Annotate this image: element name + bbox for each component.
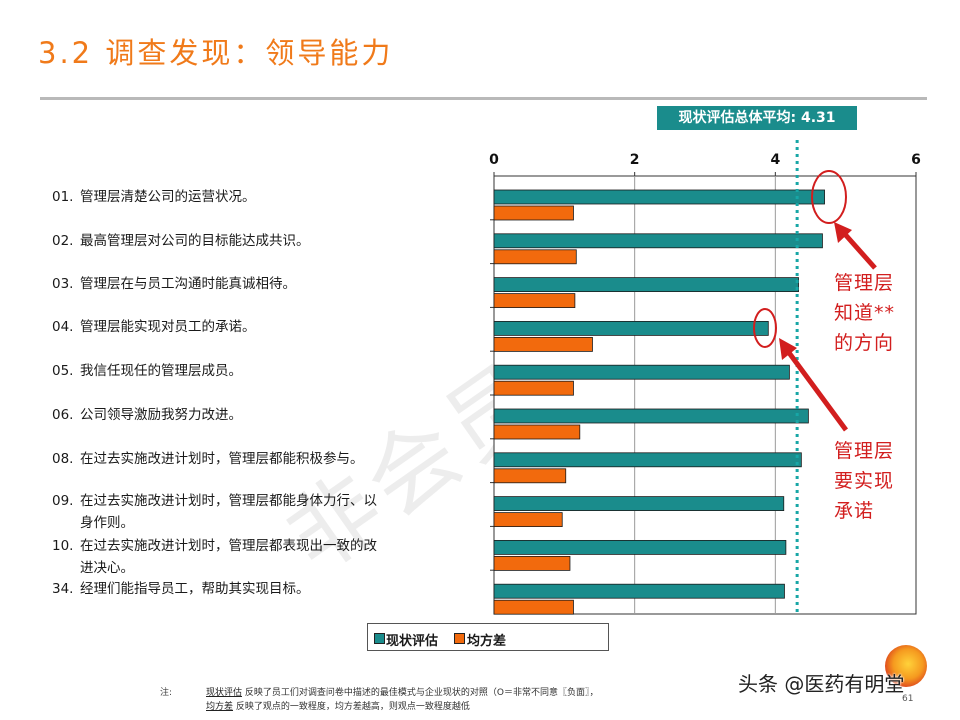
footnote-line: 均方差 反映了观点的一致程度，均方差越高，则观点一致程度越低	[206, 702, 470, 712]
arrow-lower	[784, 348, 849, 432]
bar-current	[493, 320, 769, 336]
bar-current	[493, 277, 799, 293]
bar-current	[493, 496, 785, 512]
question-item: 10. 在过去实施改进计划时，管理层都表现出一致的改 进决心。	[52, 538, 377, 576]
arrow-head-upper	[834, 222, 852, 243]
legend-swatch-teal	[374, 633, 385, 644]
bar-stddev	[493, 468, 567, 484]
bar-stddev	[493, 293, 576, 309]
bar-current	[493, 364, 790, 380]
question-item: 06. 公司领导激励我努力改进。	[52, 407, 242, 423]
bar-chart: 0 2 4 6	[489, 138, 921, 615]
annotation-upper: 管理层 知道** 的方向	[834, 272, 896, 354]
x-tick-label: 6	[911, 152, 921, 168]
footnote-line: 现状评估 反映了员工们对调查问卷中描述的最佳模式与企业现状的对照（O＝非常不同意…	[206, 688, 599, 698]
legend-label: 均方差	[467, 634, 507, 649]
page-number: 61	[902, 694, 914, 704]
x-tick-label: 0	[489, 152, 499, 168]
bar-current	[493, 583, 785, 599]
highlight-circle	[811, 170, 847, 224]
question-item: 02. 最高管理层对公司的目标能达成共识。	[52, 233, 310, 249]
question-item: 03. 管理层在与员工沟通时能真诚相待。	[52, 276, 296, 292]
question-item: 01. 管理层清楚公司的运营状况。	[52, 189, 256, 205]
page-title: 3.2 调查发现：领导能力	[38, 36, 394, 70]
question-item: 08. 在过去实施改进计划时，管理层都能积极参与。	[52, 451, 364, 467]
question-item: 34. 经理们能指导员工，帮助其实现目标。	[52, 581, 310, 597]
bar-stddev	[493, 249, 577, 265]
arrow-upper	[841, 230, 877, 270]
bar-current	[493, 233, 823, 249]
logo-icon	[885, 645, 927, 687]
bar-stddev	[493, 424, 581, 440]
legend-label: 现状评估	[386, 634, 439, 649]
bar-current	[493, 408, 809, 424]
annotation-lower: 管理层 要实现 承诺	[834, 440, 895, 522]
chart-legend: 现状评估 均方差	[367, 623, 609, 651]
bar-current	[493, 189, 825, 205]
question-item: 04. 管理层能实现对员工的承诺。	[52, 319, 256, 335]
title-divider	[40, 97, 927, 100]
bar-stddev	[493, 380, 574, 396]
footnote-label: 注:	[160, 688, 173, 698]
bar-stddev	[493, 512, 563, 528]
x-tick-label: 4	[770, 152, 780, 168]
bar-current	[493, 539, 787, 555]
bar-stddev	[493, 205, 574, 221]
bar-stddev	[493, 599, 574, 615]
legend-swatch-orange	[454, 633, 465, 644]
bar-stddev	[493, 555, 571, 571]
bar-current	[493, 452, 802, 468]
bar-stddev	[493, 336, 593, 352]
question-item: 05. 我信任现任的管理层成员。	[52, 363, 242, 379]
watermark: 头条 @医药有明堂	[738, 672, 905, 696]
overall-average-label: 现状评估总体平均: 4.31	[657, 106, 857, 130]
x-tick-label: 2	[630, 152, 640, 168]
arrow-head-lower	[779, 338, 797, 360]
highlight-circle	[753, 308, 777, 348]
question-item: 09. 在过去实施改进计划时，管理层都能身体力行、以 身作则。	[52, 493, 377, 531]
